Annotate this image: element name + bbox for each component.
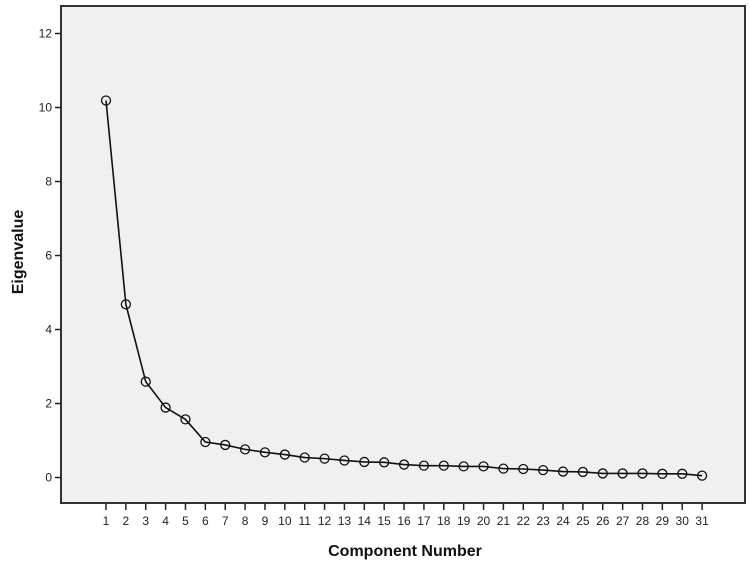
data-point-marker (379, 457, 390, 468)
data-point-marker (299, 452, 310, 463)
x-tick-label: 10 (278, 514, 292, 528)
x-tick-label: 27 (616, 514, 630, 528)
data-point-marker (637, 468, 648, 479)
data-point-marker (200, 436, 211, 448)
x-tick-label: 22 (517, 514, 531, 528)
data-point-marker (518, 463, 529, 475)
x-tick-label: 24 (556, 514, 570, 528)
y-tick-label: 10 (39, 101, 53, 115)
y-tick-label: 6 (45, 249, 52, 263)
x-axis: 1 2 3 4 5 6 7 8 9 10 11 12 13 14 15 16 17 18 19 20 21 22 23 24 2… (103, 503, 709, 528)
y-tick-label: 2 (45, 397, 52, 411)
x-tick-label: 28 (636, 514, 650, 528)
data-point-marker (458, 461, 469, 472)
data-point-marker (657, 468, 668, 479)
x-tick-label: 26 (596, 514, 610, 528)
x-tick-label: 8 (242, 514, 249, 528)
x-tick-label: 15 (378, 514, 392, 528)
x-tick-label: 29 (656, 514, 670, 528)
data-point-marker (557, 466, 569, 477)
x-tick-label: 13 (338, 514, 352, 528)
data-point-marker (696, 470, 708, 481)
x-tick-label: 30 (676, 514, 690, 528)
x-tick-label: 23 (536, 514, 550, 528)
y-axis: 0 2 4 6 8 10 12 (39, 27, 61, 485)
x-tick-label: 1 (103, 514, 110, 528)
data-point-marker (140, 376, 151, 387)
data-point-marker (220, 439, 231, 451)
y-axis-title: Eigenvalue (10, 210, 27, 295)
x-tick-label: 17 (417, 514, 431, 528)
data-point-marker (239, 444, 251, 455)
data-point-marker (498, 463, 509, 474)
x-tick-label: 25 (576, 514, 590, 528)
x-tick-label: 31 (695, 514, 709, 528)
data-point-marker (100, 95, 112, 106)
x-tick-label: 4 (162, 514, 169, 528)
y-tick-label: 8 (45, 175, 52, 189)
x-tick-label: 18 (437, 514, 451, 528)
x-tick-label: 7 (222, 514, 229, 528)
x-tick-label: 2 (123, 514, 130, 528)
y-tick-label: 12 (39, 27, 53, 41)
data-point-marker (160, 402, 171, 413)
x-tick-label: 14 (358, 514, 372, 528)
plot-area (60, 5, 746, 504)
x-tick-label: 20 (477, 514, 491, 528)
x-tick-label: 5 (182, 514, 189, 528)
y-tick-label: 0 (45, 471, 52, 485)
x-axis-title: Component Number (328, 543, 482, 560)
data-point-marker (259, 447, 271, 458)
series-line (105, 100, 703, 477)
data-point-marker (617, 468, 628, 479)
data-point-marker (120, 299, 132, 310)
x-tick-label: 16 (397, 514, 411, 528)
data-point-marker (279, 449, 290, 460)
data-point-marker (180, 414, 191, 425)
data-point-marker (398, 459, 410, 470)
data-series (100, 95, 708, 481)
data-point-marker (418, 460, 430, 471)
y-tick-label: 4 (45, 323, 52, 337)
data-point-marker (597, 468, 608, 479)
x-tick-label: 6 (202, 514, 209, 528)
x-tick-label: 3 (142, 514, 149, 528)
x-tick-label: 9 (262, 514, 269, 528)
data-point-marker (537, 464, 549, 476)
data-point-marker (577, 466, 589, 478)
data-point-marker (677, 468, 688, 479)
data-point-marker (478, 461, 489, 472)
data-point-marker (319, 453, 330, 464)
data-point-marker (339, 455, 350, 466)
x-tick-label: 21 (497, 514, 511, 528)
x-tick-label: 11 (298, 514, 311, 528)
data-point-marker (359, 456, 370, 468)
x-tick-label: 12 (318, 514, 332, 528)
x-tick-label: 19 (457, 514, 471, 528)
data-point-marker (438, 460, 449, 471)
